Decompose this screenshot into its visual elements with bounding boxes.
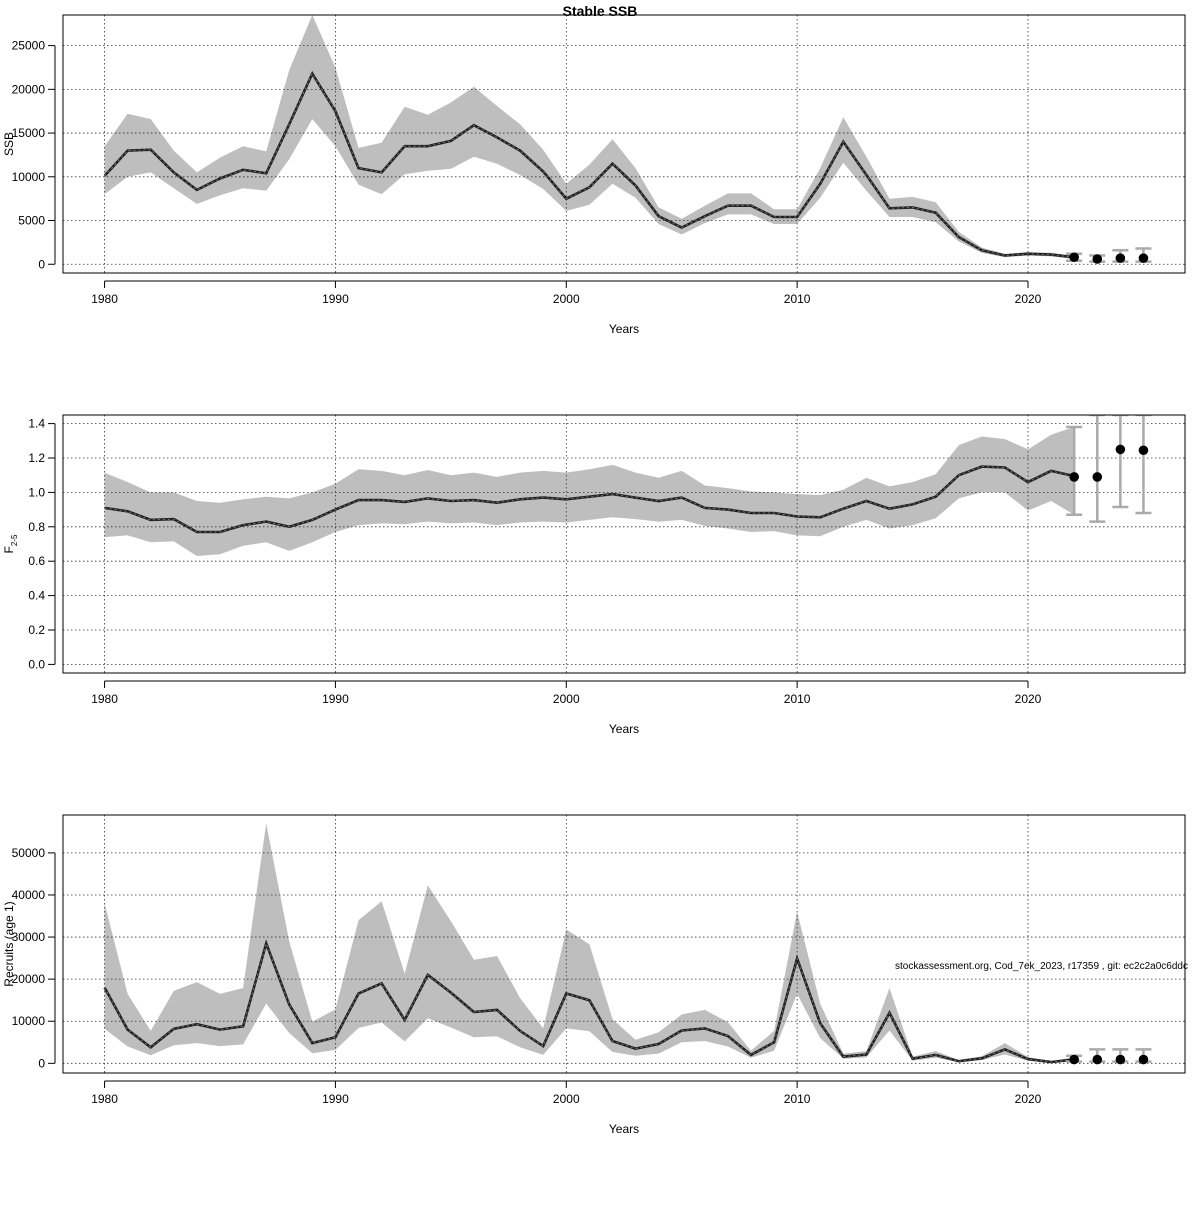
- projection-point: [1092, 1054, 1103, 1065]
- y-tick-label: 1.2: [28, 451, 45, 465]
- panel-1: 1980 1990 2000 2010 2020 Years 0 5000 10000 15000…: [2, 14, 1186, 336]
- y-tick-label: 10000: [12, 170, 46, 184]
- y-tick-label: 0.8: [28, 520, 45, 534]
- x-tick-label: 1980: [91, 292, 118, 306]
- x-tick-label: 2020: [1015, 292, 1042, 306]
- x-tick-label: 2010: [784, 1092, 811, 1106]
- y-tick-label: 0.6: [28, 554, 45, 568]
- x-tick-label: 1990: [322, 692, 349, 706]
- projection-point: [1092, 472, 1103, 482]
- panel-frame: [62, 814, 1186, 1074]
- projection-point: [1069, 472, 1079, 482]
- y-axis-title: SSB: [2, 132, 16, 156]
- estimate-line: [104, 465, 1075, 534]
- x-tick-label: 1990: [322, 1092, 349, 1106]
- chart-title: Stable SSB: [563, 3, 638, 19]
- y-tick-label: 10000: [12, 1014, 46, 1028]
- panel-frame: [62, 14, 1186, 274]
- y-tick-label: 0.2: [28, 623, 45, 637]
- y-tick-label: 40000: [12, 888, 46, 902]
- y-tick-label: 20000: [12, 972, 46, 986]
- y-axis-title-text: SSB: [2, 132, 16, 156]
- panel-3: 1980 1990 2000 2010 2020 Years 0 10000 20000 3000…: [2, 814, 1186, 1136]
- x-tick-label: 2000: [553, 692, 580, 706]
- panel-frame: [62, 414, 1186, 674]
- x-tick-label: 2000: [553, 292, 580, 306]
- y-tick-label: 15000: [12, 126, 46, 140]
- projection-point: [1092, 254, 1103, 264]
- y-tick-label: 0.4: [28, 589, 45, 603]
- panel-plot-area: [63, 15, 1185, 273]
- projection-point: [1138, 1054, 1149, 1065]
- confidence-band: [104, 15, 1075, 259]
- x-axis-title: Years: [609, 722, 639, 736]
- projection-point: [1069, 252, 1079, 263]
- y-axis-title-text: F: [2, 546, 16, 553]
- y-tick-label: 1.0: [28, 485, 45, 499]
- y-axis-title-subscript: 2-5: [10, 534, 19, 546]
- x-tick-label: 2000: [553, 1092, 580, 1106]
- projection-point: [1115, 1054, 1126, 1065]
- estimate-line: [103, 939, 1075, 1064]
- confidence-band: [104, 823, 1075, 1063]
- estimate-line-dash: [104, 72, 1075, 258]
- y-tick-label: 25000: [12, 39, 46, 53]
- panel-plot-area: [63, 415, 1185, 673]
- x-tick-label: 2010: [784, 692, 811, 706]
- y-tick-label: 0.0: [28, 657, 45, 671]
- y-tick-label: 30000: [12, 930, 46, 944]
- y-axis-title: Recruits (age 1): [2, 901, 16, 986]
- projection-point: [1115, 444, 1126, 455]
- projection-point: [1115, 253, 1126, 263]
- y-tick-label: 0: [38, 257, 45, 271]
- y-tick-label: 5000: [18, 214, 45, 228]
- x-tick-label: 1980: [91, 692, 118, 706]
- x-tick-label: 2020: [1015, 692, 1042, 706]
- y-tick-label: 50000: [12, 846, 46, 860]
- x-tick-label: 1990: [322, 292, 349, 306]
- x-tick-label: 2010: [784, 292, 811, 306]
- x-tick-label: 2020: [1015, 1092, 1042, 1106]
- confidence-band: [104, 427, 1075, 556]
- projection-point: [1069, 1054, 1079, 1065]
- x-axis-title: Years: [609, 1122, 639, 1136]
- y-axis-title: F2-5: [2, 534, 19, 553]
- panel-plot-area: [63, 815, 1185, 1073]
- panel-2: 1980 1990 2000 2010 2020 Years 0.0 0.2 0.4 0.6 0.8…: [2, 414, 1186, 736]
- y-tick-label: 20000: [12, 82, 46, 96]
- projection-point: [1138, 253, 1149, 263]
- x-tick-label: 1980: [91, 1092, 118, 1106]
- y-axis-title-text: Recruits (age 1): [2, 901, 16, 986]
- y-tick-label: 0: [38, 1056, 45, 1070]
- projection-point: [1138, 445, 1149, 456]
- x-axis-title: Years: [609, 322, 639, 336]
- y-tick-label: 1.4: [28, 417, 45, 431]
- source-footnote: stockassessment.org, Cod_7ek_2023, r1735…: [895, 961, 1188, 972]
